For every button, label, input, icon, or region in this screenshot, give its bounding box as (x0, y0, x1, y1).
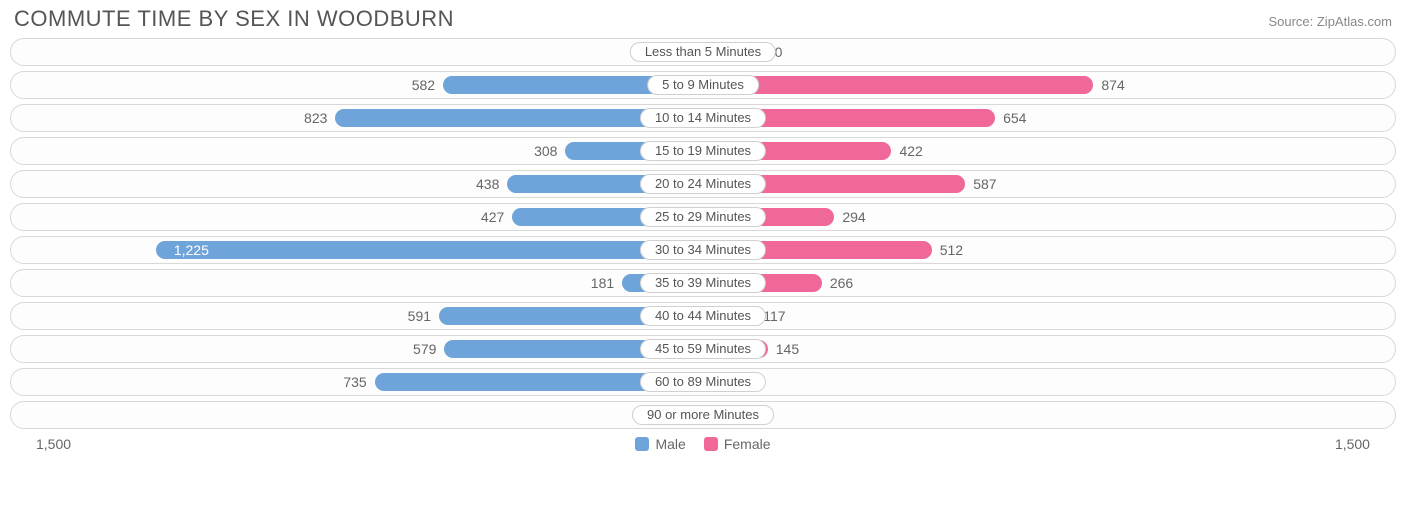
male-bar: 1,225 (156, 241, 703, 259)
legend: Male Female (635, 436, 770, 452)
chart-row: 582 874 5 to 9 Minutes (10, 71, 1396, 99)
axis-max-right: 1,500 (1335, 436, 1370, 452)
category-pill: 5 to 9 Minutes (647, 75, 759, 95)
legend-label: Male (655, 436, 685, 452)
male-value-label: 591 (400, 308, 439, 324)
female-value-label: 512 (932, 242, 971, 258)
female-value-label: 422 (891, 143, 930, 159)
chart-row: 653590 or more Minutes (10, 401, 1396, 429)
chart-row: 308 422 15 to 19 Minutes (10, 137, 1396, 165)
chart-row: 7357860 to 89 Minutes (10, 368, 1396, 396)
female-bar (703, 76, 1093, 94)
female-value-label: 587 (965, 176, 1004, 192)
male-value-label: 438 (468, 176, 507, 192)
female-value-label: 266 (822, 275, 861, 291)
category-pill: 45 to 59 Minutes (640, 339, 766, 359)
legend-item: Male (635, 436, 685, 452)
category-pill: 30 to 34 Minutes (640, 240, 766, 260)
legend-swatch (635, 437, 649, 451)
category-pill: 15 to 19 Minutes (640, 141, 766, 161)
legend-label: Female (724, 436, 771, 452)
category-pill: 60 to 89 Minutes (640, 372, 766, 392)
category-pill: 10 to 14 Minutes (640, 108, 766, 128)
male-value-label: 1,225 (166, 242, 217, 258)
category-pill: Less than 5 Minutes (630, 42, 776, 62)
chart-row: 823 654 10 to 14 Minutes (10, 104, 1396, 132)
female-value-label: 654 (995, 110, 1034, 126)
chart-source: Source: ZipAtlas.com (1268, 14, 1392, 29)
chart-row: 427 294 25 to 29 Minutes (10, 203, 1396, 231)
male-value-label: 308 (526, 143, 565, 159)
male-value-label: 735 (335, 374, 374, 390)
male-value-label: 823 (296, 110, 335, 126)
category-pill: 25 to 29 Minutes (640, 207, 766, 227)
category-pill: 20 to 24 Minutes (640, 174, 766, 194)
chart-row: 59111740 to 44 Minutes (10, 302, 1396, 330)
male-value-label: 427 (473, 209, 512, 225)
category-pill: 35 to 39 Minutes (640, 273, 766, 293)
male-value-label: 582 (404, 77, 443, 93)
chart-row: 579 14545 to 59 Minutes (10, 335, 1396, 363)
category-pill: 90 or more Minutes (632, 405, 774, 425)
category-pill: 40 to 44 Minutes (640, 306, 766, 326)
female-value-label: 145 (768, 341, 807, 357)
male-value-label: 181 (583, 275, 622, 291)
male-value-label: 579 (405, 341, 444, 357)
chart-header: COMMUTE TIME BY SEX IN WOODBURN Source: … (10, 6, 1396, 38)
chart-footer: 1,500 Male Female 1,500 (10, 434, 1396, 452)
legend-swatch (704, 437, 718, 451)
chart-row: 438 587 20 to 24 Minutes (10, 170, 1396, 198)
legend-item: Female (704, 436, 771, 452)
chart-title: COMMUTE TIME BY SEX IN WOODBURN (14, 6, 454, 32)
female-value-label: 874 (1093, 77, 1132, 93)
chart-row: 17110Less than 5 Minutes (10, 38, 1396, 66)
axis-max-left: 1,500 (36, 436, 71, 452)
diverging-bar-chart: 17110Less than 5 Minutes 582 874 5 to 9 Min… (10, 38, 1396, 429)
chart-row: 1,225 512 30 to 34 Minutes (10, 236, 1396, 264)
female-value-label: 294 (834, 209, 873, 225)
chart-row: 181 266 35 to 39 Minutes (10, 269, 1396, 297)
